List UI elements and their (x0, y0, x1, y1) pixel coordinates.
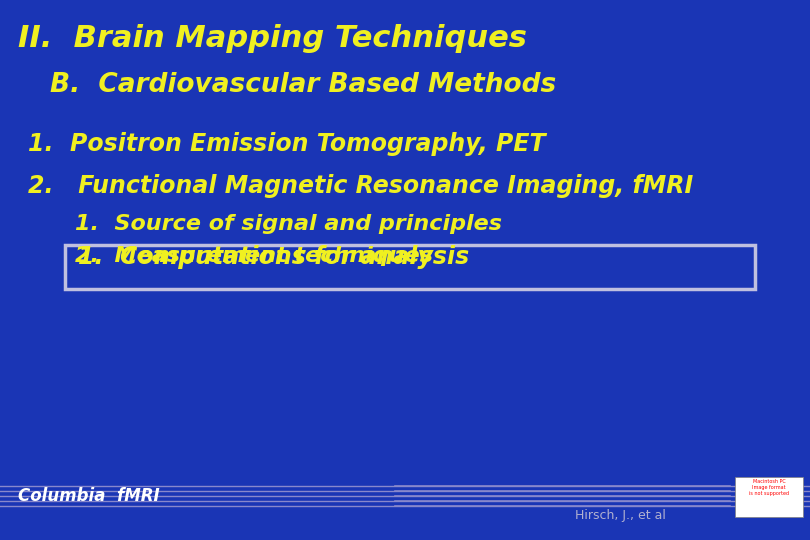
Text: B.  Cardiovascular Based Methods: B. Cardiovascular Based Methods (50, 72, 556, 98)
Text: 1.  Computations for analysis: 1. Computations for analysis (78, 245, 469, 269)
Text: II.  Brain Mapping Techniques: II. Brain Mapping Techniques (18, 24, 526, 53)
Text: Columbia  fMRI: Columbia fMRI (18, 487, 160, 505)
Text: 2.  Measurement techniques: 2. Measurement techniques (75, 246, 433, 266)
Text: 1.  Positron Emission Tomography, PET: 1. Positron Emission Tomography, PET (28, 132, 546, 156)
Text: Macintosh PC
Image format
is not supported: Macintosh PC Image format is not support… (749, 479, 789, 496)
FancyBboxPatch shape (735, 477, 803, 517)
Text: Hirsch, J., et al: Hirsch, J., et al (575, 509, 666, 522)
Text: 1.  Source of signal and principles: 1. Source of signal and principles (75, 214, 502, 234)
Text: 2.   Functional Magnetic Resonance Imaging, fMRI: 2. Functional Magnetic Resonance Imaging… (28, 174, 693, 198)
FancyBboxPatch shape (65, 245, 755, 289)
